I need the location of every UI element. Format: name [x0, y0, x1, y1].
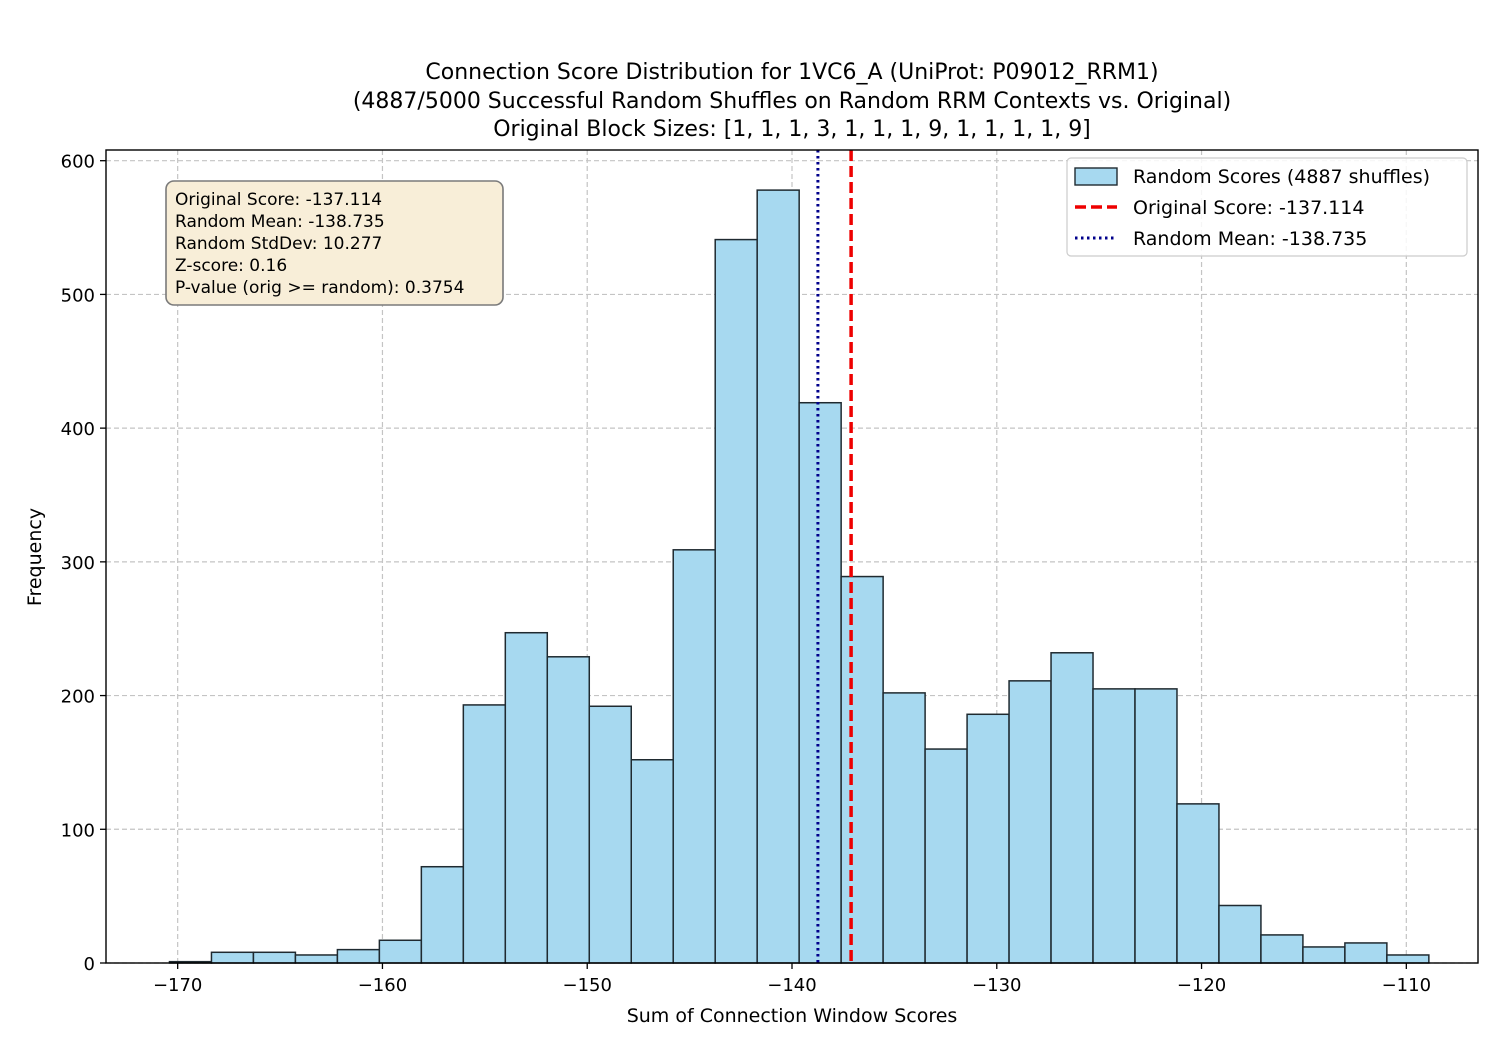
- chart-title: Connection Score Distribution for 1VC6_A…: [353, 60, 1231, 142]
- histogram-bar: [420, 865, 465, 964]
- histogram-bar: [336, 948, 381, 964]
- histogram-bar: [1176, 803, 1220, 964]
- y-axis-ticks: 0 100 200 300 400 500 600: [61, 152, 106, 975]
- y-tick-label: 100: [61, 820, 95, 841]
- histogram-bar: [840, 575, 884, 964]
- x-tick-label: −130: [972, 975, 1021, 996]
- histogram-bar: [210, 951, 255, 964]
- histogram-bar: [756, 189, 800, 964]
- chart-title-line-1: Connection Score Distribution for 1VC6_A…: [425, 60, 1158, 85]
- y-tick-label: 0: [84, 954, 95, 975]
- histogram-bar: [1218, 904, 1262, 964]
- legend: Random Scores (4887 shuffles) Original S…: [1066, 157, 1468, 257]
- histogram-bar: [1134, 688, 1178, 964]
- histogram-bar: [1008, 680, 1052, 964]
- histogram-bar: [504, 631, 549, 964]
- x-tick-label: −150: [562, 975, 611, 996]
- histogram-bar: [882, 692, 926, 964]
- reference-lines: [816, 150, 853, 963]
- y-tick-label: 200: [61, 687, 95, 708]
- histogram-bar: [672, 549, 716, 964]
- histogram-bar: [714, 238, 758, 964]
- histogram-bar: [462, 704, 507, 964]
- histogram-bar: [924, 748, 968, 964]
- stats-original-score: Original Score: -137.114: [175, 190, 382, 210]
- histogram-bar: [252, 951, 297, 964]
- y-tick-label: 500: [61, 285, 95, 306]
- legend-label-random-scores: Random Scores (4887 shuffles): [1133, 166, 1430, 188]
- legend-swatch-random-scores: [1074, 167, 1118, 186]
- stats-random-stddev: Random StdDev: 10.277: [175, 234, 382, 254]
- histogram-bar: [1092, 688, 1136, 964]
- histogram-bars: [168, 189, 1430, 964]
- histogram-bar: [1344, 942, 1388, 964]
- chart-title-line-3: Original Block Sizes: [1, 1, 1, 3, 1, 1,…: [493, 117, 1091, 142]
- y-tick-label: 400: [61, 419, 95, 440]
- stats-box-background: [165, 180, 504, 306]
- legend-label-original-score: Original Score: -137.114: [1133, 197, 1364, 219]
- histogram-bar: [966, 713, 1010, 964]
- stats-random-mean: Random Mean: -138.735: [175, 212, 385, 232]
- x-tick-label: −160: [358, 975, 407, 996]
- histogram-bar: [1386, 954, 1430, 964]
- histogram-bar: [1260, 934, 1304, 964]
- chart-title-line-2: (4887/5000 Successful Random Shuffles on…: [353, 89, 1231, 114]
- x-axis-label: Sum of Connection Window Scores: [627, 1005, 958, 1027]
- y-tick-label: 600: [61, 152, 95, 173]
- histogram-bar: [1050, 652, 1094, 964]
- stats-p-value: P-value (orig >= random): 0.3754: [175, 278, 464, 298]
- legend-label-random-mean: Random Mean: -138.735: [1133, 228, 1367, 250]
- x-tick-label: −170: [153, 975, 202, 996]
- histogram-bar: [546, 656, 591, 964]
- y-tick-label: 300: [61, 553, 95, 574]
- histogram-bar: [378, 939, 423, 964]
- histogram-bar: [1302, 946, 1346, 964]
- histogram-bar: [798, 401, 842, 964]
- legend-box: [1066, 157, 1468, 257]
- stats-z-score: Z-score: 0.16: [175, 256, 287, 276]
- x-tick-label: −140: [767, 975, 816, 996]
- histogram-bar: [294, 954, 339, 964]
- x-tick-label: −110: [1382, 975, 1431, 996]
- x-tick-label: −120: [1177, 975, 1226, 996]
- histogram-bar: [588, 705, 633, 964]
- stats-box: Original Score: -137.114 Random Mean: -1…: [165, 180, 504, 306]
- histogram-bar: [630, 759, 674, 964]
- x-axis-ticks: −170 −160 −150 −140 −130 −120 −110: [153, 963, 1431, 996]
- y-axis-label: Frequency: [24, 508, 46, 606]
